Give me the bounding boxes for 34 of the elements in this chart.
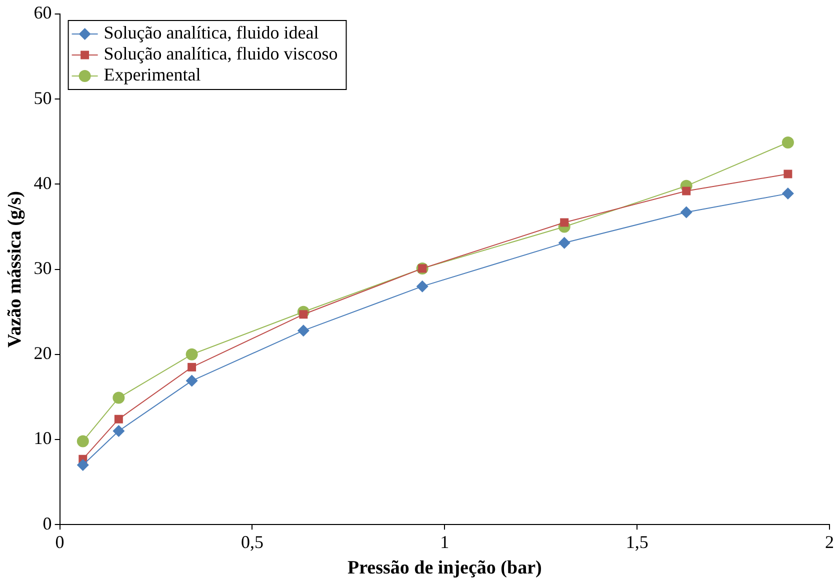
x-tick-label: 1,5 [626,532,648,552]
y-tick-label: 30 [34,258,52,278]
point [782,136,794,148]
y-axis-title: Vazão mássica (g/s) [4,191,26,348]
point [114,414,123,424]
point [76,435,89,448]
x-axis-title: Pressão de injeção (bar) [347,558,542,579]
point [186,348,198,360]
point [112,424,125,437]
legend-label: Experimental [104,64,201,85]
point [682,186,691,196]
x-tick-label: 1 [440,532,450,552]
y-tick-label: 50 [34,88,52,108]
point [76,459,89,472]
point [186,374,198,387]
point [112,392,125,404]
y-tick-label: 40 [34,172,52,193]
point [782,188,794,200]
legend-label: Solução analítica, fluido viscoso [104,44,338,64]
point [297,324,310,337]
y-tick-label: 20 [34,343,52,364]
x-tick-label: 0,5 [240,532,264,552]
x-tick-label: 2 [825,532,834,552]
point [188,362,196,372]
legend-label: Solução analítica, fluido ideal [104,22,319,43]
x-tick-label: 0 [55,532,64,552]
point [680,206,692,218]
y-tick-label: 0 [42,513,52,534]
point [560,218,569,227]
point [416,280,428,292]
point [558,236,570,249]
y-tick-label: 10 [34,428,52,448]
point [784,170,792,178]
y-tick-label: 60 [34,2,52,23]
